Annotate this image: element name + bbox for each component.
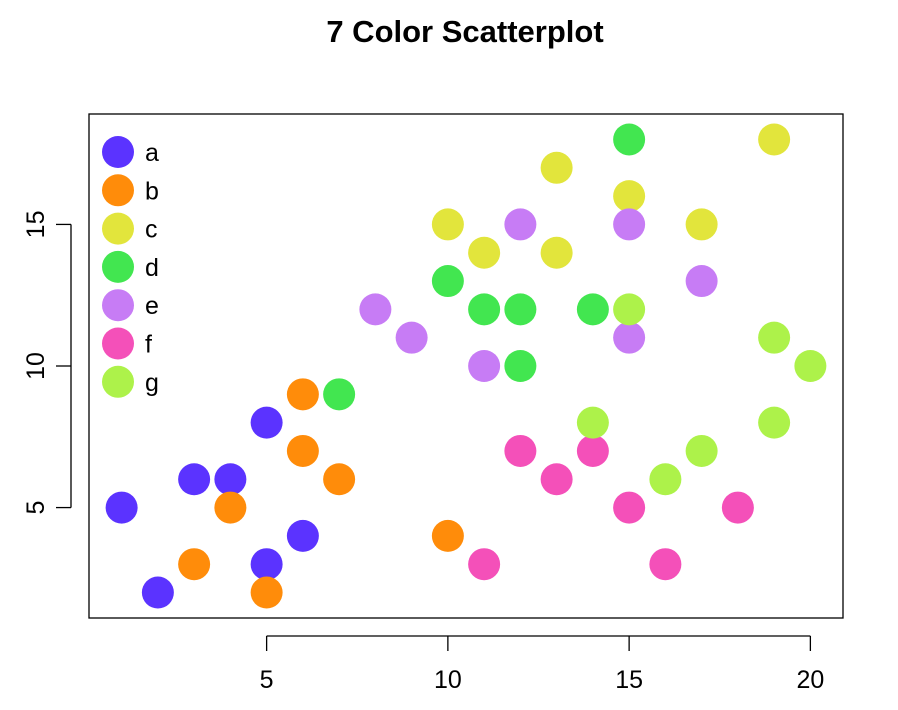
point-series-e	[468, 350, 501, 382]
point-series-a	[214, 463, 247, 496]
legend-label-e: e	[145, 292, 159, 320]
point-series-d	[468, 293, 501, 326]
point-series-c	[685, 208, 718, 241]
point-series-c	[431, 208, 464, 241]
point-series-a	[286, 519, 319, 552]
point-series-c	[758, 123, 791, 156]
point-series-g	[794, 350, 827, 382]
point-series-f	[613, 491, 646, 524]
legend-marker-b	[102, 174, 134, 207]
point-series-d	[613, 123, 646, 156]
point-series-g	[758, 321, 791, 354]
point-series-c	[468, 236, 501, 269]
point-series-b	[286, 378, 319, 411]
legend-label-a: a	[145, 139, 159, 167]
plot-frame	[88, 113, 844, 619]
point-series-f	[504, 434, 537, 467]
point-series-b	[431, 519, 464, 552]
x-tick-label: 15	[615, 666, 643, 694]
point-series-d	[504, 293, 537, 326]
y-tick-label: 10	[22, 352, 50, 380]
point-series-a	[250, 548, 283, 581]
point-series-d	[504, 350, 537, 382]
point-series-d	[431, 265, 464, 298]
point-series-d	[576, 293, 609, 326]
legend-label-c: c	[145, 216, 158, 244]
point-series-f	[721, 491, 754, 524]
point-series-a	[141, 576, 174, 609]
legend-marker-g	[102, 365, 134, 398]
point-series-e	[395, 321, 428, 354]
point-series-e	[613, 321, 646, 354]
y-tick-label: 15	[22, 211, 50, 239]
legend-marker-a	[102, 136, 134, 168]
point-series-f	[576, 434, 609, 467]
point-series-f	[468, 548, 501, 581]
point-series-g	[685, 434, 718, 467]
point-series-a	[105, 491, 138, 524]
legend-label-f: f	[145, 331, 152, 359]
point-series-e	[613, 208, 646, 241]
point-series-c	[540, 236, 573, 269]
point-series-c	[540, 151, 573, 184]
point-series-d	[323, 378, 356, 411]
legend-marker-c	[102, 212, 134, 245]
point-series-f	[540, 463, 573, 496]
point-series-g	[649, 463, 682, 496]
point-series-e	[359, 293, 392, 326]
y-tick-label: 5	[22, 501, 50, 515]
point-series-b	[323, 463, 356, 496]
legend-marker-f	[102, 327, 134, 360]
chart-title: 7 Color Scatterplot	[326, 14, 604, 49]
point-series-g	[576, 406, 609, 439]
point-series-b	[250, 576, 283, 609]
x-tick-label: 10	[434, 666, 462, 694]
x-tick-label: 5	[260, 666, 274, 694]
point-series-e	[504, 208, 537, 241]
legend-marker-d	[102, 250, 134, 283]
legend-label-d: d	[145, 254, 159, 282]
point-series-g	[613, 293, 646, 326]
point-series-c	[613, 180, 646, 213]
point-series-b	[178, 548, 211, 581]
legend-marker-e	[102, 289, 134, 322]
point-series-a	[178, 463, 211, 496]
point-series-a	[250, 406, 283, 439]
point-series-b	[214, 491, 247, 524]
point-series-b	[286, 434, 319, 467]
x-tick-label: 20	[796, 666, 824, 694]
legend-label-b: b	[145, 177, 159, 205]
point-series-f	[649, 548, 682, 581]
point-series-g	[758, 406, 791, 439]
legend-label-g: g	[145, 369, 159, 397]
point-series-e	[685, 265, 718, 298]
